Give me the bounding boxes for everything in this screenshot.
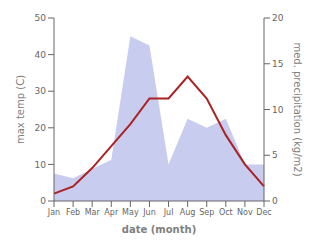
- svg-text:med. precipitation (kg/m2): med. precipitation (kg/m2): [292, 42, 303, 176]
- svg-text:Mar: Mar: [85, 208, 101, 217]
- svg-text:10: 10: [35, 160, 47, 170]
- svg-text:Dec: Dec: [256, 208, 271, 217]
- svg-text:40: 40: [35, 50, 47, 60]
- svg-text:Aug: Aug: [180, 208, 196, 217]
- svg-text:Apr: Apr: [104, 208, 119, 217]
- svg-text:30: 30: [35, 86, 47, 96]
- svg-text:20: 20: [272, 13, 284, 23]
- svg-text:20: 20: [35, 123, 47, 133]
- svg-text:Oct: Oct: [219, 208, 233, 217]
- svg-text:50: 50: [35, 13, 47, 23]
- svg-text:0: 0: [272, 196, 278, 206]
- svg-text:Nov: Nov: [237, 208, 253, 217]
- svg-text:5: 5: [272, 150, 278, 160]
- svg-text:Feb: Feb: [66, 208, 80, 217]
- svg-text:15: 15: [272, 59, 283, 69]
- svg-text:May: May: [122, 208, 139, 217]
- svg-text:Jul: Jul: [163, 208, 174, 217]
- svg-text:Jun: Jun: [142, 208, 156, 217]
- svg-text:max temp (C): max temp (C): [15, 75, 26, 144]
- svg-text:Jan: Jan: [47, 208, 60, 217]
- svg-text:date (month): date (month): [122, 224, 196, 235]
- svg-text:0: 0: [40, 196, 46, 206]
- svg-text:Sep: Sep: [199, 208, 214, 217]
- svg-text:10: 10: [272, 105, 284, 115]
